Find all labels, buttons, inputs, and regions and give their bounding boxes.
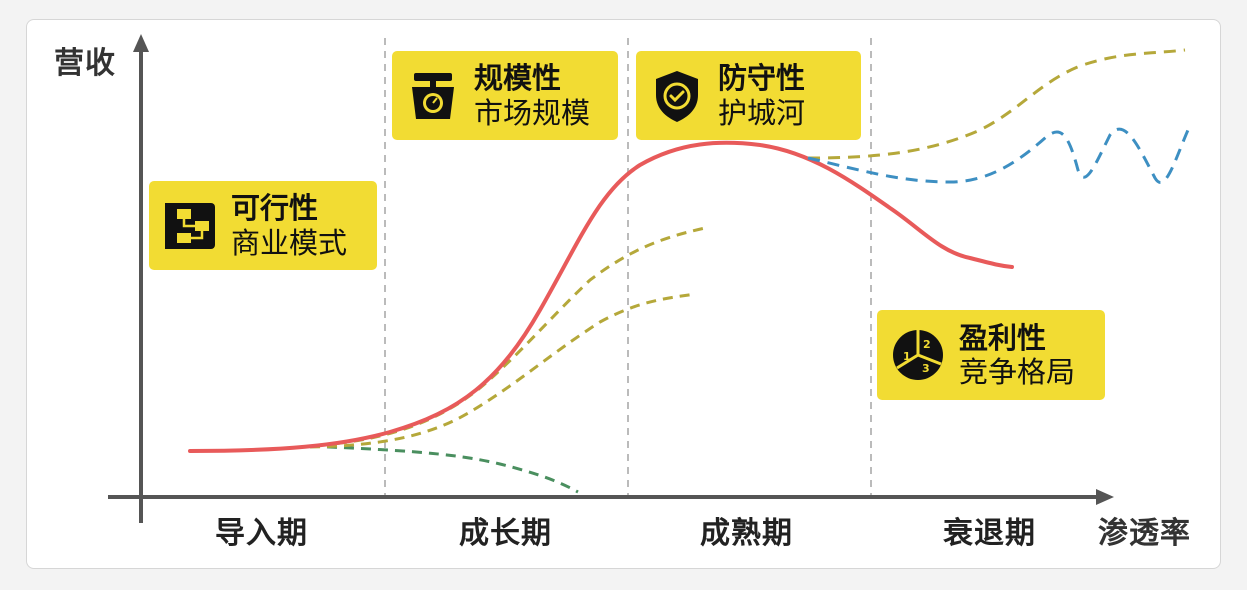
diagram-card bbox=[26, 19, 1221, 569]
badge-subtitle: 市场规模 bbox=[474, 95, 591, 130]
svg-text:1: 1 bbox=[903, 350, 911, 363]
blue-dashed-curve bbox=[807, 127, 1190, 184]
scale-icon bbox=[412, 72, 454, 119]
badge-feasibility: 可行性 商业模式 bbox=[149, 181, 377, 270]
flowchart-icon bbox=[165, 202, 215, 249]
olive-dashed-curve-mid bbox=[319, 226, 706, 447]
badge-profitability: 2 1 3 盈利性 竞争格局 bbox=[877, 310, 1105, 400]
badge-title: 盈利性 bbox=[959, 320, 1047, 355]
badge-defensibility: 防守性 护城河 bbox=[636, 51, 861, 140]
svg-text:2: 2 bbox=[923, 338, 931, 351]
phase-label-growth: 成长期 bbox=[459, 516, 552, 551]
badge-subtitle: 商业模式 bbox=[231, 225, 348, 260]
phase-label-maturity: 成熟期 bbox=[700, 516, 793, 551]
main-revenue-curve bbox=[188, 140, 1014, 453]
pie-ranking-icon: 2 1 3 bbox=[893, 330, 943, 380]
x-axis-arrow bbox=[1096, 489, 1114, 505]
badge-scale: 规模性 市场规模 bbox=[392, 51, 618, 140]
green-dashed-curve bbox=[309, 444, 579, 494]
olive-dashed-curve-high bbox=[807, 48, 1186, 160]
badge-subtitle: 竞争格局 bbox=[959, 355, 1076, 389]
phase-label-decline: 衰退期 bbox=[943, 516, 1036, 551]
svg-text:3: 3 bbox=[922, 362, 930, 375]
phase-label-intro: 导入期 bbox=[215, 516, 308, 551]
y-axis-label: 营收 bbox=[54, 46, 116, 81]
olive-dashed-curve-low bbox=[309, 292, 696, 449]
x-axis-label: 渗透率 bbox=[1098, 516, 1191, 551]
shield-check-icon bbox=[656, 70, 698, 122]
badge-title: 可行性 bbox=[231, 191, 319, 226]
y-axis-arrow bbox=[133, 34, 149, 52]
badge-title: 规模性 bbox=[474, 61, 562, 96]
badge-subtitle: 护城河 bbox=[718, 95, 806, 130]
badge-title: 防守性 bbox=[718, 61, 806, 96]
